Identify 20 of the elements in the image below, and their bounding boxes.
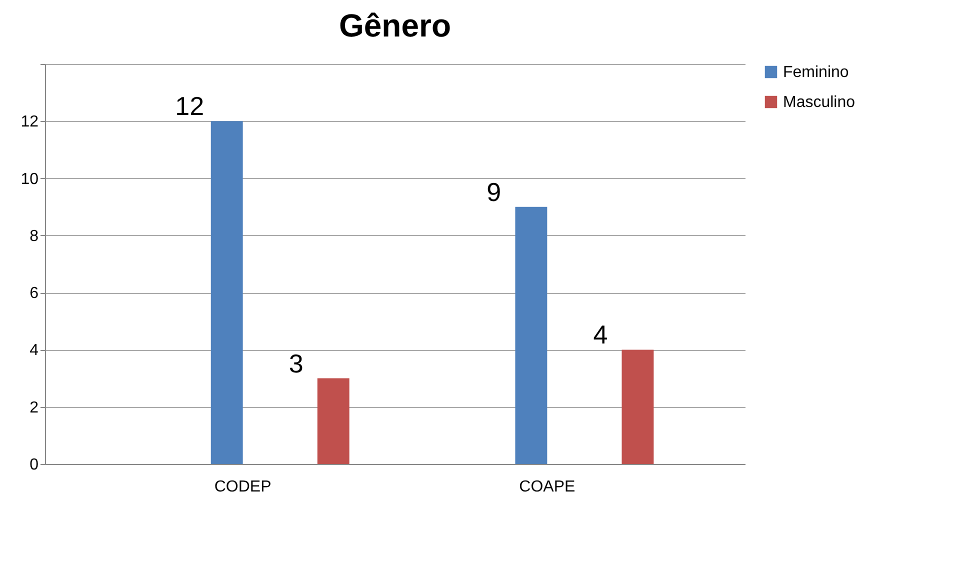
y-tick-label: 6 <box>30 285 39 302</box>
bar <box>622 350 654 464</box>
data-label: 9 <box>486 176 502 207</box>
y-tick-label: 10 <box>20 170 39 188</box>
bar <box>210 121 243 464</box>
data-label: 3 <box>288 348 304 378</box>
y-tick-label: 12 <box>20 114 39 131</box>
data-label: 4 <box>593 320 608 350</box>
legend-label: Masculino <box>783 94 856 111</box>
y-tick-label: 2 <box>30 399 39 416</box>
y-tick-label: 4 <box>30 342 39 360</box>
x-tick-label: CODEP <box>214 478 272 496</box>
x-tick-label: COAPE <box>519 478 576 496</box>
y-tick-label: 0 <box>30 456 39 474</box>
bar <box>317 378 350 464</box>
data-label: 12 <box>175 91 204 122</box>
bar <box>515 206 548 464</box>
y-tick-label: 8 <box>30 228 39 245</box>
chart-title: Gênero <box>338 8 452 44</box>
legend-label: Feminino <box>783 64 849 81</box>
